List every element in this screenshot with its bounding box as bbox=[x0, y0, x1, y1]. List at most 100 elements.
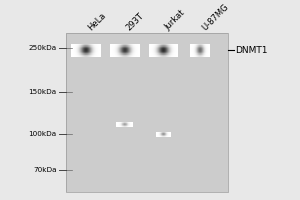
Bar bbox=[90, 56, 91, 57]
Bar bbox=[131, 45, 132, 46]
Bar bbox=[177, 54, 178, 55]
Bar bbox=[125, 48, 126, 49]
Bar bbox=[96, 56, 97, 57]
Bar bbox=[207, 55, 208, 56]
Bar bbox=[206, 51, 207, 52]
Bar bbox=[125, 45, 126, 46]
Bar bbox=[200, 47, 201, 48]
Bar bbox=[113, 55, 114, 56]
Bar bbox=[113, 49, 114, 50]
Bar bbox=[176, 54, 177, 55]
Bar bbox=[164, 52, 165, 53]
Bar bbox=[206, 49, 207, 50]
Bar bbox=[154, 46, 155, 47]
Bar bbox=[110, 48, 111, 49]
Bar bbox=[98, 51, 99, 52]
Bar bbox=[126, 50, 127, 51]
Bar bbox=[201, 50, 202, 51]
Bar bbox=[149, 44, 150, 45]
Bar bbox=[117, 46, 118, 47]
Bar bbox=[122, 52, 123, 53]
Bar bbox=[136, 48, 137, 49]
Bar bbox=[124, 51, 125, 52]
Bar bbox=[118, 54, 119, 55]
Bar bbox=[148, 52, 149, 53]
Bar bbox=[208, 46, 209, 47]
Bar bbox=[113, 46, 114, 47]
Bar bbox=[91, 47, 92, 48]
Bar bbox=[84, 55, 85, 56]
Bar bbox=[192, 48, 193, 49]
Bar bbox=[130, 48, 131, 49]
Bar bbox=[82, 45, 83, 46]
Bar bbox=[80, 47, 81, 48]
Bar bbox=[139, 50, 140, 51]
Bar bbox=[125, 56, 126, 57]
Bar bbox=[131, 47, 132, 48]
Bar bbox=[196, 49, 197, 50]
Bar bbox=[138, 44, 139, 45]
Bar bbox=[193, 44, 194, 45]
Bar bbox=[196, 52, 197, 53]
Bar bbox=[115, 45, 116, 46]
Bar bbox=[172, 47, 173, 48]
Bar bbox=[196, 51, 197, 52]
Bar bbox=[203, 52, 204, 53]
Bar bbox=[196, 46, 197, 47]
Bar bbox=[198, 48, 199, 49]
Bar bbox=[195, 52, 196, 53]
Bar bbox=[156, 47, 157, 48]
Bar bbox=[117, 52, 118, 53]
Bar bbox=[85, 51, 86, 52]
Bar bbox=[92, 54, 93, 55]
Bar bbox=[92, 56, 93, 57]
Bar bbox=[72, 48, 73, 49]
Bar bbox=[196, 50, 197, 51]
Bar bbox=[91, 50, 92, 51]
Bar bbox=[209, 46, 210, 47]
Bar bbox=[139, 52, 140, 53]
Bar bbox=[99, 48, 100, 49]
Bar bbox=[177, 45, 178, 46]
Bar bbox=[125, 52, 126, 53]
Bar bbox=[124, 53, 125, 54]
Bar bbox=[89, 46, 90, 47]
Bar bbox=[176, 50, 177, 51]
Bar bbox=[136, 55, 137, 56]
Bar bbox=[191, 50, 192, 51]
Bar bbox=[160, 55, 161, 56]
Bar bbox=[172, 53, 173, 54]
Bar bbox=[118, 48, 119, 49]
Bar bbox=[207, 56, 208, 57]
Bar bbox=[148, 49, 149, 50]
Bar bbox=[90, 44, 91, 45]
Bar bbox=[83, 50, 84, 51]
Bar bbox=[208, 50, 209, 51]
Bar bbox=[172, 45, 173, 46]
Bar bbox=[199, 51, 200, 52]
Bar bbox=[207, 46, 208, 47]
Bar bbox=[161, 45, 162, 46]
Bar bbox=[74, 52, 75, 53]
Bar bbox=[96, 44, 97, 45]
Bar bbox=[100, 56, 101, 57]
Text: 100kDa: 100kDa bbox=[28, 131, 56, 137]
Bar bbox=[114, 46, 115, 47]
Bar bbox=[168, 55, 169, 56]
Bar bbox=[110, 52, 111, 53]
Bar bbox=[151, 49, 152, 50]
Bar bbox=[159, 56, 160, 57]
Bar bbox=[99, 46, 100, 47]
Bar bbox=[190, 54, 191, 55]
Bar bbox=[162, 50, 163, 51]
Bar bbox=[100, 48, 101, 49]
Bar bbox=[169, 49, 170, 50]
Bar bbox=[90, 48, 91, 49]
Bar bbox=[134, 55, 135, 56]
Bar bbox=[138, 51, 139, 52]
Bar bbox=[117, 55, 118, 56]
Bar bbox=[94, 45, 95, 46]
Bar bbox=[127, 44, 128, 45]
Bar bbox=[170, 47, 171, 48]
Bar bbox=[98, 49, 99, 50]
